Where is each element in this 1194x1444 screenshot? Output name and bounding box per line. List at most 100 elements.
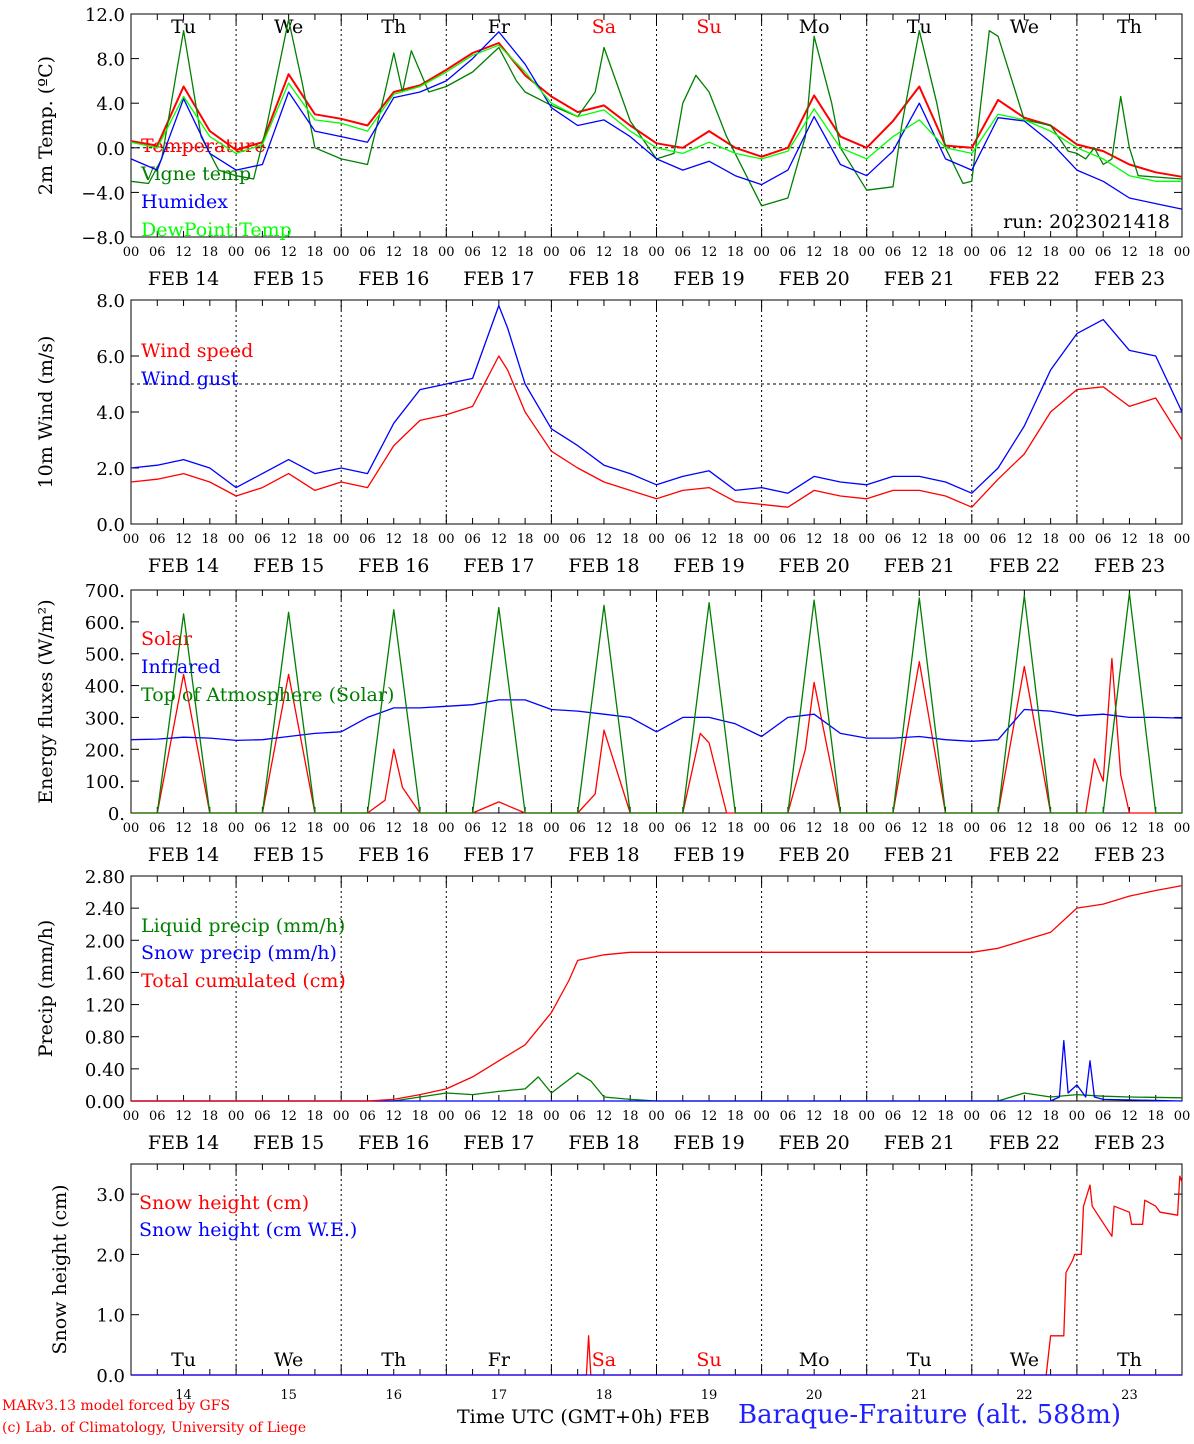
x-hour-label: 06 [254,532,271,547]
x-hour-label: 00 [228,1109,245,1124]
x-hour-label: 12 [596,821,613,836]
x-hour-label: 12 [491,821,508,836]
x-date-label: FEB 18 [568,844,639,866]
x-hour-label: 12 [596,245,613,260]
model-credit: MARv3.13 model forced by GFS [2,1398,231,1414]
day-name-label: Th [381,16,406,38]
x-hour-label: 18 [622,245,639,260]
day-name-label: We [274,1349,303,1371]
day-name-label: Sa [592,16,616,38]
legend-entry: Total cumulated (cm) [141,970,346,992]
y-tick-label: 100. [85,772,125,793]
x-hour-label: 00 [858,245,875,260]
x-hour-label: 18 [517,821,534,836]
x-hour-label: 12 [385,821,402,836]
x-hour-label: 06 [149,532,166,547]
x-hour-label: 18 [202,821,219,836]
x-date-label: FEB 22 [989,1132,1060,1154]
site-title: Baraque-Fraiture (alt. 588m) [738,1400,1122,1430]
x-hour-label: 18 [517,1109,534,1124]
x-hour-label: 06 [149,821,166,836]
x-hour-label: 00 [123,532,140,547]
x-hour-label: 00 [123,1109,140,1124]
x-date-label: FEB 17 [463,555,534,577]
x-hour-label: 06 [885,532,902,547]
x-date-number: 15 [280,1388,297,1403]
x-hour-label: 12 [596,532,613,547]
x-axis-time-label: Time UTC (GMT+0h) FEB [457,1406,710,1428]
x-hour-label: 12 [806,532,823,547]
x-hour-label: 18 [832,245,849,260]
x-hour-label: 06 [780,821,797,836]
x-hour-label: 12 [1121,821,1138,836]
x-hour-label: 18 [307,532,324,547]
x-hour-label: 12 [701,821,718,836]
x-date-number: 22 [1016,1388,1033,1403]
x-date-label: FEB 23 [1094,268,1165,290]
y-tick-label: −4.0 [81,183,125,204]
x-hour-label: 18 [727,1109,744,1124]
y-tick-label: 0.0 [96,1366,125,1387]
y-tick-label: 2.0 [96,459,125,480]
day-name-label: Su [696,1349,721,1371]
x-hour-label: 18 [202,532,219,547]
day-name-label: Sa [592,1349,616,1371]
x-hour-label: 12 [175,245,192,260]
x-hour-label: 00 [753,1109,770,1124]
x-hour-label: 12 [491,245,508,260]
x-date-label: FEB 19 [673,268,744,290]
y-axis-label: Snow height (cm) [49,1184,71,1354]
x-hour-label: 06 [990,821,1007,836]
x-date-label: FEB 19 [673,844,744,866]
x-hour-label: 12 [1121,1109,1138,1124]
x-date-label: FEB 14 [148,844,219,866]
x-hour-label: 18 [727,245,744,260]
x-hour-label: 18 [517,532,534,547]
day-name-label: Su [696,16,721,38]
day-name-label: Th [381,1349,406,1371]
x-date-label: FEB 16 [358,555,429,577]
x-hour-label: 12 [1121,532,1138,547]
legend-entry: Liquid precip (mm/h) [141,915,345,937]
series-line [130,699,1183,742]
x-date-label: FEB 14 [148,555,219,577]
x-hour-label: 00 [1174,821,1191,836]
x-date-label: FEB 20 [779,844,850,866]
series-line [130,31,1183,210]
x-hour-label: 06 [885,245,902,260]
x-date-label: FEB 20 [779,555,850,577]
day-name-label: Fr [488,1349,511,1371]
x-hour-label: 00 [753,245,770,260]
legend-entry: Vigne temp [140,163,251,185]
x-date-label: FEB 22 [989,844,1060,866]
legend-entry: Wind gust [141,368,239,390]
y-tick-label: 2.0 [96,1245,125,1266]
y-tick-label: 300. [85,708,125,729]
y-tick-label: −8.0 [81,228,125,249]
x-date-label: FEB 19 [673,555,744,577]
day-name-label: Tu [171,16,196,38]
x-hour-label: 18 [517,245,534,260]
x-date-label: FEB 17 [463,844,534,866]
x-hour-label: 00 [648,821,665,836]
y-tick-label: 8.0 [96,50,125,71]
y-tick-label: 0.0 [96,139,125,160]
x-hour-label: 06 [675,245,692,260]
x-hour-label: 18 [307,821,324,836]
x-hour-label: 00 [333,532,350,547]
x-date-number: 23 [1121,1388,1138,1403]
x-hour-label: 12 [596,1109,613,1124]
legend-entry: Top of Atmosphere (Solar) [141,684,394,706]
x-hour-label: 06 [780,1109,797,1124]
day-name-label: Tu [907,16,932,38]
x-hour-label: 12 [385,532,402,547]
x-hour-label: 18 [937,1109,954,1124]
x-hour-label: 18 [832,1109,849,1124]
legend-entry: Temperature [141,135,265,157]
x-hour-label: 06 [780,245,797,260]
x-hour-label: 00 [228,821,245,836]
series-line [130,355,1183,508]
x-hour-label: 00 [964,245,981,260]
y-axis-label: Energy fluxes (W/m²) [35,599,57,803]
